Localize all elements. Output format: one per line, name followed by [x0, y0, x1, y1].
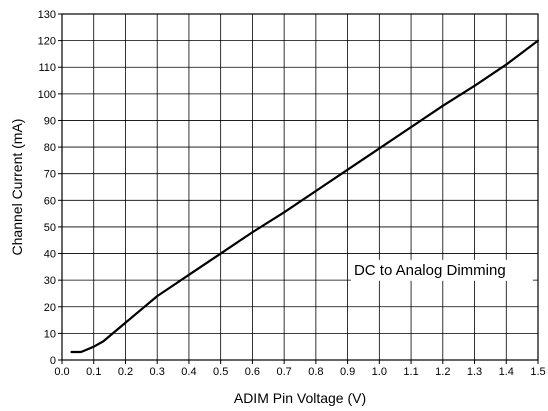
x-tick-label: 0.9: [340, 366, 355, 378]
chart-annotation: DC to Analog Dimming: [354, 262, 506, 279]
annotation-background: [350, 259, 533, 281]
x-tick-label: 1.2: [435, 366, 450, 378]
plot-frame: [61, 13, 539, 361]
x-tick-label: 0.4: [181, 366, 196, 378]
x-tick-label: 0.5: [213, 366, 228, 378]
y-tick-label: 120: [38, 36, 56, 48]
y-tick-label: 60: [44, 195, 56, 207]
x-tick-label: 1.0: [372, 366, 387, 378]
x-tick-label: 0.7: [276, 366, 291, 378]
y-tick-label: 80: [44, 142, 56, 154]
x-axis-label: ADIM Pin Voltage (V): [234, 390, 366, 406]
series-line: [70, 39, 540, 354]
x-tick-label: 0.0: [54, 366, 69, 378]
x-tick-label: 0.3: [150, 366, 165, 378]
y-axis-ticks: 0 10 20 30 40 50 60 70 80 90 100 110 120 130: [38, 9, 62, 367]
y-tick-label: 100: [38, 89, 56, 101]
x-tick-label: 1.4: [499, 366, 514, 378]
x-tick-label: 0.2: [118, 366, 133, 378]
y-tick-label: 70: [44, 169, 56, 181]
y-tick-label: 130: [38, 9, 56, 21]
x-tick-label: 1.3: [467, 366, 482, 378]
y-tick-label: 110: [38, 62, 56, 74]
grid-lines: [61, 13, 539, 361]
x-tick-label: 1.5: [530, 366, 545, 378]
x-tick-label: 0.8: [308, 366, 323, 378]
x-tick-label: 0.6: [245, 366, 260, 378]
y-tick-label: 10: [44, 328, 56, 340]
y-tick-label: 50: [44, 222, 56, 234]
x-tick-label: 1.1: [403, 366, 418, 378]
y-tick-label: 90: [44, 115, 56, 127]
y-tick-label: 30: [44, 275, 56, 287]
x-tick-label: 0.1: [86, 366, 101, 378]
y-tick-label: 20: [44, 302, 56, 314]
y-tick-label: 40: [44, 249, 56, 261]
y-axis-label: Channel Current (mA): [9, 119, 25, 256]
y-tick-label: 0: [50, 355, 56, 367]
x-axis-ticks: 0.0 0.1 0.2 0.3 0.4 0.5 0.6 0.7 0.8 0.9 1.0 1.1 1.2 1…: [54, 360, 546, 378]
